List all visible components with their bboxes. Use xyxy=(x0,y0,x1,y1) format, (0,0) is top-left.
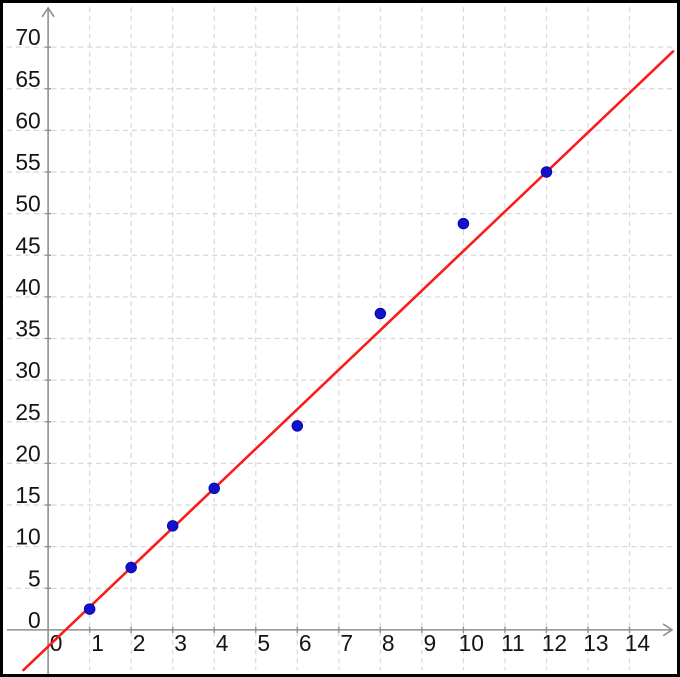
data-point xyxy=(166,520,179,532)
data-point xyxy=(83,603,96,615)
x-tick-label: 6 xyxy=(299,630,312,656)
scatter-chart: 0 1 2 3 4 5 6 7 8 9 10 11 12 13 1405101520253035404550… xyxy=(6,6,675,674)
y-tick-label: 0 xyxy=(28,607,41,633)
y-tick-label: 30 xyxy=(15,357,40,383)
y-tick-label: 55 xyxy=(15,149,40,175)
y-tick-label: 25 xyxy=(15,399,40,425)
y-axis-arrowhead-icon xyxy=(41,6,55,18)
y-tick-label: 5 xyxy=(28,565,41,591)
tick-labels-layer: 0 1 2 3 4 5 6 7 8 9 10 11 12 13 1405101520253035404550… xyxy=(15,24,650,656)
y-tick-label: 60 xyxy=(15,107,40,133)
x-tick-label: 11 xyxy=(501,630,525,656)
x-tick-label: 5 xyxy=(257,630,270,656)
y-tick-label: 45 xyxy=(15,232,40,258)
trend-line-layer xyxy=(22,50,675,672)
gridlines-layer xyxy=(6,6,674,671)
data-point xyxy=(208,482,220,495)
x-tick-label: 4 xyxy=(216,630,229,656)
x-tick-label: 14 xyxy=(625,630,650,656)
x-tick-label: 10 xyxy=(459,630,484,656)
x-tick-label: 12 xyxy=(542,630,567,656)
axes-layer xyxy=(6,6,674,674)
x-tick-label: 8 xyxy=(382,630,395,656)
x-axis-arrowhead-icon xyxy=(662,623,674,637)
y-tick-label: 15 xyxy=(15,482,40,508)
data-points-layer xyxy=(83,166,553,615)
y-tick-label: 10 xyxy=(15,524,40,550)
x-tick-label: 3 xyxy=(174,630,187,656)
y-tick-label: 50 xyxy=(15,191,40,217)
trend-line xyxy=(22,50,675,672)
y-tick-label: 40 xyxy=(15,274,40,300)
x-tick-label: 13 xyxy=(583,630,608,656)
x-tick-label: 1 xyxy=(91,630,104,656)
x-tick-label: 9 xyxy=(423,630,436,656)
y-tick-label: 70 xyxy=(15,24,40,50)
x-tick-label: 7 xyxy=(340,630,353,656)
y-tick-label: 35 xyxy=(15,316,40,342)
x-tick-label: 2 xyxy=(133,630,146,656)
y-tick-label: 20 xyxy=(15,440,40,466)
data-point xyxy=(125,561,137,574)
data-point xyxy=(540,166,553,178)
data-point xyxy=(457,217,470,230)
data-point xyxy=(291,420,304,432)
data-point xyxy=(374,307,387,320)
y-tick-label: 65 xyxy=(15,66,40,92)
